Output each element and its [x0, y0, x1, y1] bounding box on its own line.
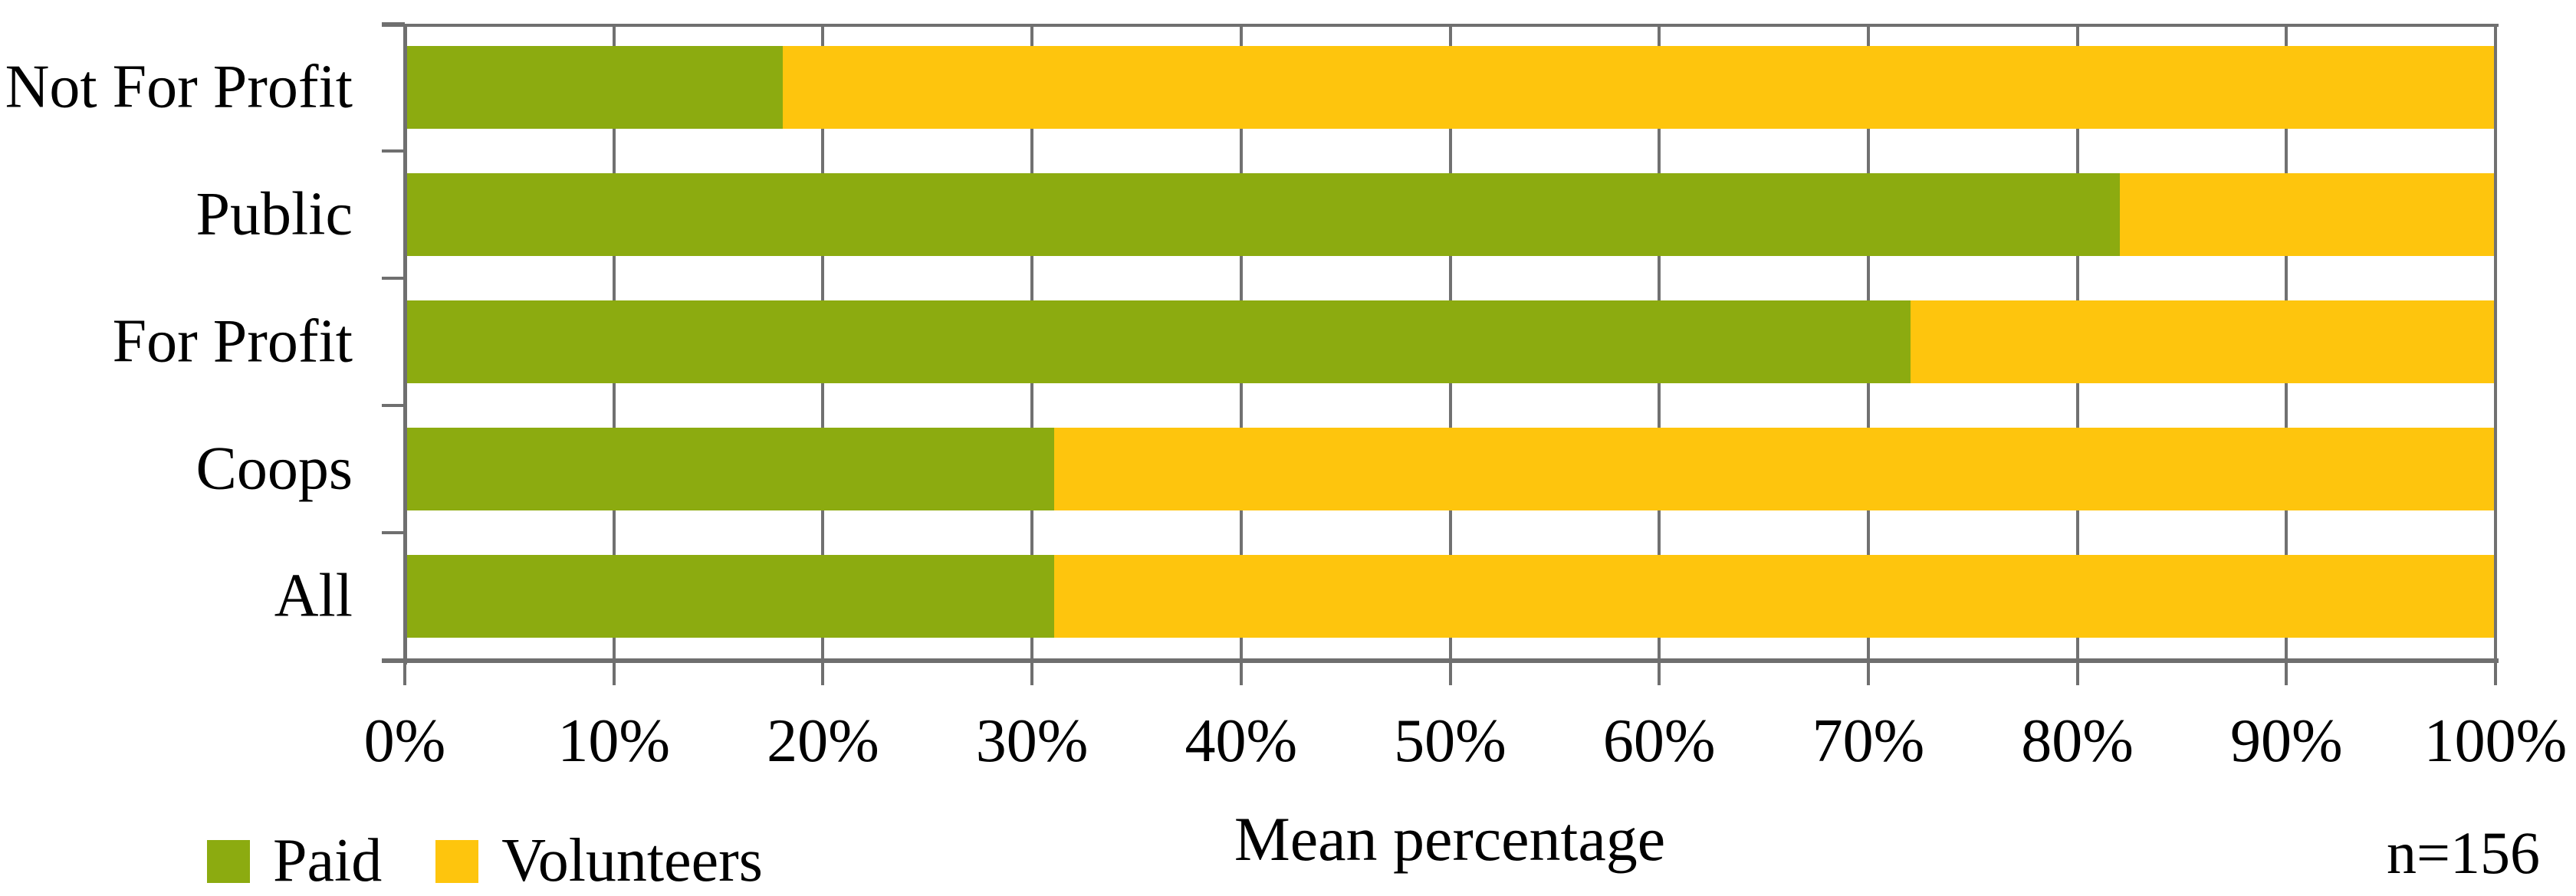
bar-row-not-for-profit	[407, 46, 2496, 129]
bar-segment-paid-not-for-profit	[407, 46, 784, 129]
bar-row-all	[407, 555, 2496, 638]
bar-row-coops	[407, 428, 2496, 510]
bar-segment-paid-all	[407, 555, 1055, 638]
x-axis-tick-label-10: 10%	[557, 707, 671, 775]
y-axis-tick	[382, 404, 405, 407]
bar-segment-volunteers-public	[2119, 173, 2496, 256]
x-axis-tick	[403, 662, 406, 685]
bar-segment-paid-coops	[407, 428, 1055, 510]
x-axis-tick-label-40: 40%	[1184, 707, 1298, 775]
y-axis-label-all: All	[274, 562, 353, 630]
gridline	[2494, 24, 2497, 660]
y-axis-tick	[382, 149, 405, 153]
legend-item-volunteers: Volunteers	[435, 826, 763, 896]
x-axis-tick-label-30: 30%	[975, 707, 1089, 775]
x-axis-tick	[2494, 662, 2497, 685]
y-axis-tick	[382, 277, 405, 280]
y-axis-tick	[382, 22, 405, 25]
x-axis-tick-label-20: 20%	[767, 707, 879, 775]
bar-segment-paid-public	[407, 173, 2120, 256]
x-axis-tick	[2075, 662, 2079, 685]
bar-segment-volunteers-coops	[1054, 428, 2496, 510]
x-axis-tick	[612, 662, 616, 685]
x-axis-tick	[821, 662, 825, 685]
x-axis-line	[382, 658, 2499, 663]
x-axis-tick-label-50: 50%	[1394, 707, 1506, 775]
bar-row-public	[407, 173, 2496, 256]
legend-item-paid: Paid	[207, 826, 382, 896]
x-axis-tick	[1448, 662, 1452, 685]
y-axis-label-coops: Coops	[196, 435, 353, 503]
y-axis-label-public: Public	[196, 180, 353, 248]
y-axis-line	[403, 24, 407, 665]
x-axis-tick-label-100: 100%	[2423, 707, 2568, 775]
x-axis-tick-label-90: 90%	[2229, 707, 2343, 775]
x-axis-tick	[2285, 662, 2288, 685]
x-axis-tick	[1239, 662, 1243, 685]
x-axis-tick	[1866, 662, 1870, 685]
plot-top-border	[382, 24, 2499, 27]
y-axis-label-not-for-profit: Not For Profit	[5, 53, 353, 121]
x-axis-tick-label-60: 60%	[1602, 707, 1716, 775]
bar-segment-paid-for-profit	[407, 300, 1911, 383]
sample-size-annotation: n=156	[2387, 819, 2540, 886]
bar-segment-volunteers-for-profit	[1911, 300, 2496, 383]
y-axis-tick	[382, 658, 405, 661]
bar-segment-volunteers-all	[1054, 555, 2496, 638]
bar-segment-volunteers-not-for-profit	[783, 46, 2496, 129]
legend-swatch-volunteers-icon	[435, 839, 479, 883]
legend-label-volunteers: Volunteers	[501, 827, 763, 894]
x-axis-tick-label-0: 0%	[363, 707, 446, 775]
bar-row-for-profit	[407, 300, 2496, 383]
legend-label-paid: Paid	[273, 827, 383, 894]
y-axis-label-for-profit: For Profit	[112, 307, 353, 376]
x-axis-tick-label-80: 80%	[2021, 707, 2134, 775]
y-axis-tick	[382, 531, 405, 534]
x-axis-tick-label-70: 70%	[1812, 707, 1925, 775]
legend: Paid Volunteers	[207, 826, 816, 896]
x-axis-tick	[1030, 662, 1034, 685]
legend-swatch-paid-icon	[207, 839, 250, 883]
x-axis-tick	[1658, 662, 1661, 685]
x-axis-title: Mean percentage	[1234, 804, 1666, 874]
